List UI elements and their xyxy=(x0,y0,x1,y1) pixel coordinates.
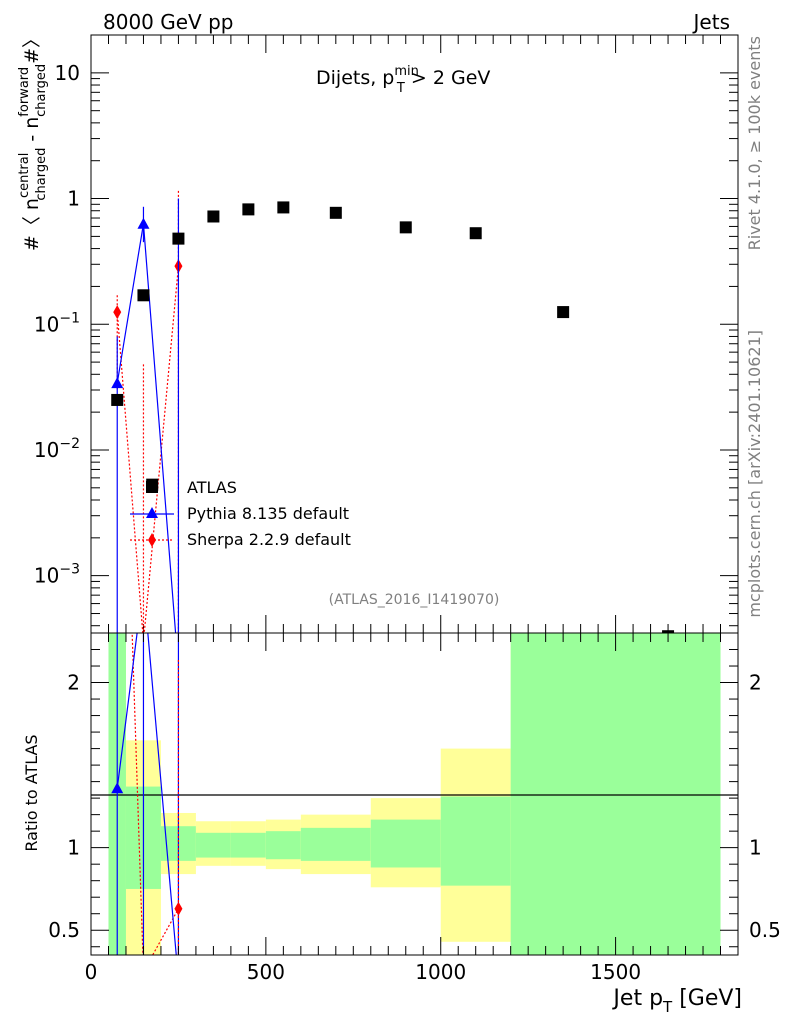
ratio-tick-label-right: 1 xyxy=(749,836,762,860)
ratio-series xyxy=(111,180,184,985)
sherpa-ratio-line xyxy=(131,633,179,955)
atlas-point xyxy=(557,306,570,319)
atlas-point xyxy=(469,227,482,240)
main-y-tick-labels: 10−3 10−2 10−1 1 10 xyxy=(34,61,80,588)
sherpa-ratio-point xyxy=(113,180,121,194)
header-energy: 8000 GeV pp xyxy=(103,10,234,34)
band-green xyxy=(265,831,301,860)
x-tick-label: 1000 xyxy=(415,960,466,984)
atlas-point xyxy=(172,232,185,245)
pythia-point xyxy=(137,217,150,229)
xlabel: Jet pT [GeV] xyxy=(611,986,742,1016)
ratio-y-tick-labels: 0.5 0.5 1 1 2 2 xyxy=(48,671,781,943)
atlas-point xyxy=(662,630,675,633)
ratio-tick-label-left: 1 xyxy=(67,836,80,860)
pythia-ratio-point xyxy=(137,577,149,588)
atlas-point xyxy=(329,206,342,219)
band-green xyxy=(510,633,721,955)
sherpa-ratio-point xyxy=(174,901,183,916)
atlas-point xyxy=(277,201,290,214)
ratio-ylabel: Ratio to ATLAS xyxy=(22,734,41,851)
y-tick-label: 10−2 xyxy=(34,436,80,462)
x-tick-label: 500 xyxy=(247,960,285,984)
rivet-label: Rivet 4.1.0, ≥ 100k events xyxy=(745,36,764,250)
main-axis-ticks xyxy=(90,34,739,633)
ratio-panel: 0.5 0.5 1 1 2 2 Ratio to ATLAS xyxy=(22,180,781,985)
legend-sherpa-marker xyxy=(148,533,156,547)
legend-sherpa-label: Sherpa 2.2.9 default xyxy=(187,530,351,549)
ratio-tick-label-right: 0.5 xyxy=(749,918,781,942)
ratio-axis-ticks xyxy=(90,633,739,955)
legend: ATLAS Pythia 8.135 default Sherpa 2.2.9 … xyxy=(130,478,351,549)
analysis-tag: (ATLAS_2016_I1419070) xyxy=(329,592,500,608)
band-green xyxy=(300,827,371,861)
atlas-point xyxy=(399,221,412,234)
band-green xyxy=(195,832,231,858)
main-panel: 10−3 10−2 10−1 1 10 Dijets, pmin T > 2 GeV (A… xyxy=(17,29,739,634)
atlas-point xyxy=(111,393,124,406)
sherpa-ratio-point xyxy=(139,965,147,979)
ratio-tick-label-left: 0.5 xyxy=(48,918,80,942)
band-green xyxy=(370,819,441,868)
header-jets: Jets xyxy=(692,10,730,34)
legend-atlas-label: ATLAS xyxy=(187,478,237,497)
ratio-bands xyxy=(108,633,721,955)
ratio-tick-label-right: 2 xyxy=(749,671,762,695)
x-tick-label: 0 xyxy=(85,960,98,984)
sherpa-line xyxy=(116,266,180,633)
pythia-point xyxy=(111,377,124,389)
ratio-frame xyxy=(90,632,739,956)
legend-atlas-marker xyxy=(146,481,158,493)
plot-title: Dijets, pmin T > 2 GeV xyxy=(316,64,490,96)
band-green xyxy=(230,832,266,858)
y-tick-label: 10−1 xyxy=(34,310,80,336)
legend-pythia-marker xyxy=(146,507,158,518)
sherpa-point xyxy=(113,305,122,320)
band-green xyxy=(440,796,511,886)
y-tick-label: 10−3 xyxy=(34,562,80,588)
main-ylabel: #〈 ncentral charged - nforward charged#〉 xyxy=(17,29,49,251)
atlas-point xyxy=(242,203,255,216)
y-tick-label: 1 xyxy=(67,187,80,211)
y-tick-label: 10 xyxy=(55,61,80,85)
x-tick-label: 1500 xyxy=(590,960,641,984)
atlas-point xyxy=(137,289,150,302)
ratio-tick-label-left: 2 xyxy=(67,671,80,695)
x-tick-labels: 0 500 1000 1500 xyxy=(85,960,641,984)
pythia-ratio-line xyxy=(116,633,177,955)
legend-pythia-label: Pythia 8.135 default xyxy=(187,504,349,523)
mcplots-label: mcplots.cern.ch [arXiv:2401.10621] xyxy=(745,330,764,618)
pythia-ratio-point xyxy=(172,974,184,985)
atlas-point xyxy=(207,210,220,223)
pythia-ratio-point xyxy=(111,782,124,794)
